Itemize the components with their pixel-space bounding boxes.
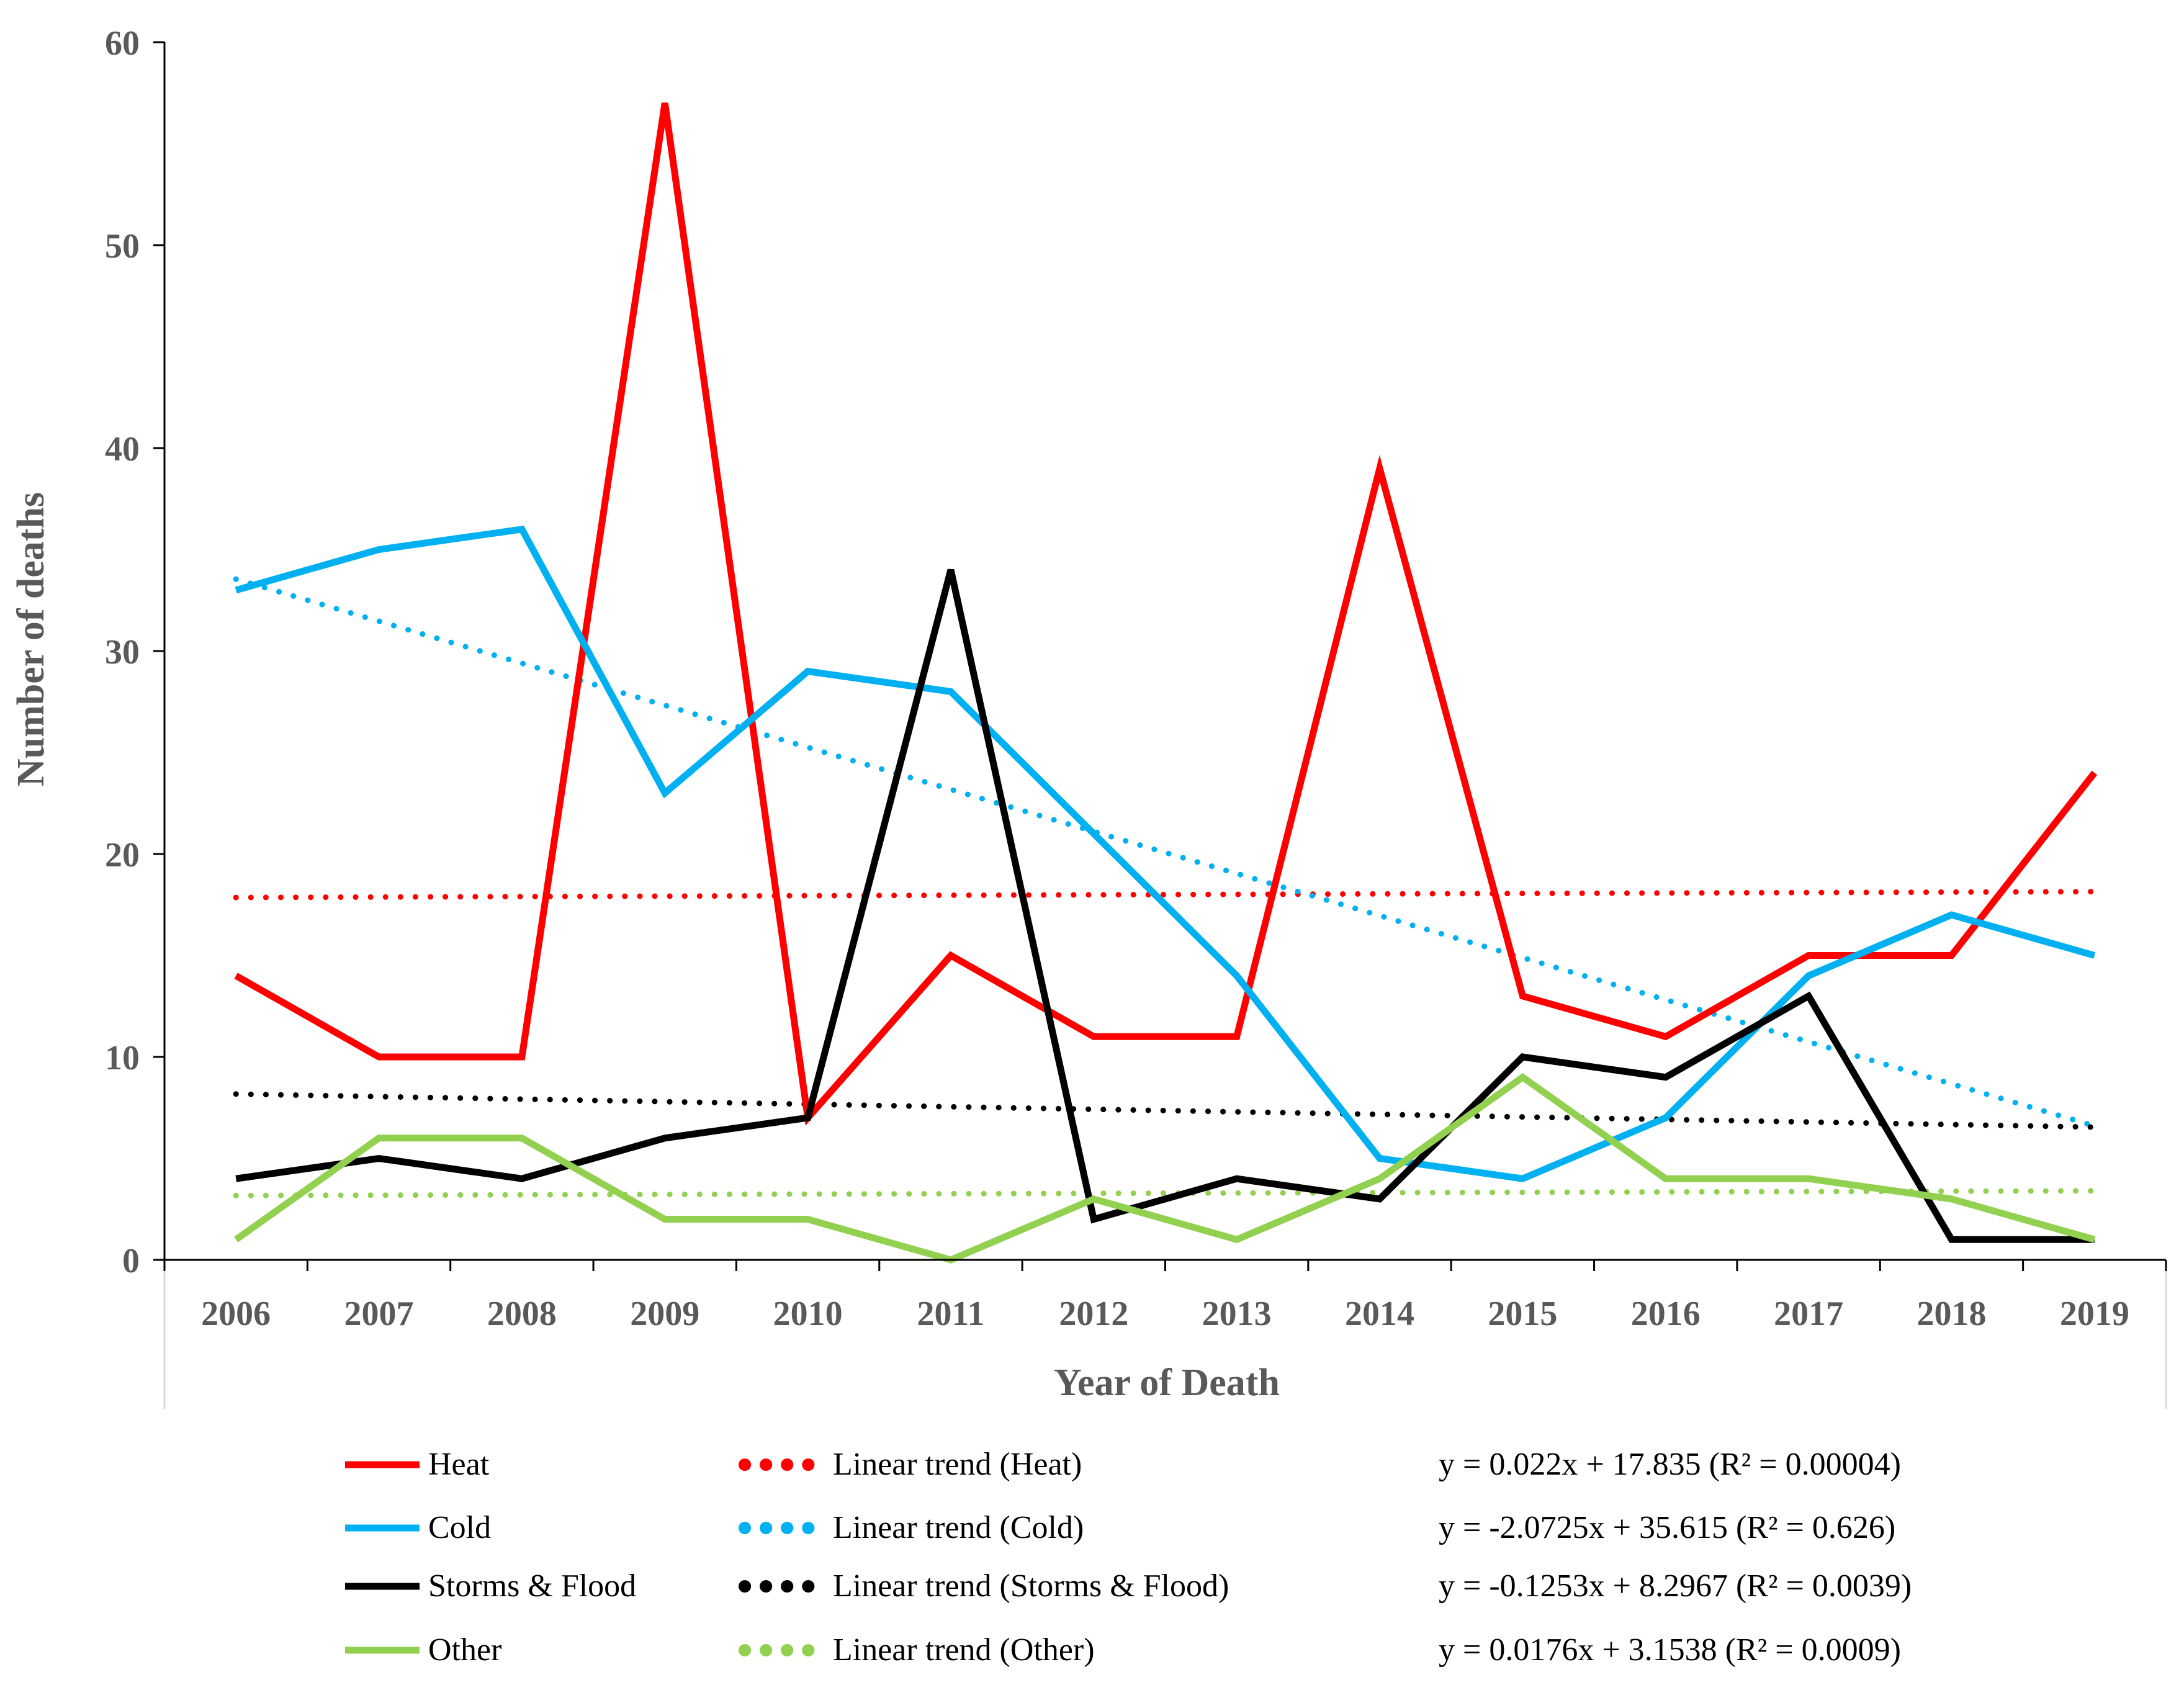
y-tick-label: 40 xyxy=(105,430,140,469)
y-tick-label: 0 xyxy=(122,1242,140,1280)
x-tick-label: 2009 xyxy=(630,1295,699,1333)
series-lines xyxy=(234,102,2098,1264)
y-tick-label: 20 xyxy=(105,836,140,874)
legend-label-linear-trend-cold: Linear trend (Cold) xyxy=(833,1510,1084,1545)
trend-equation-cold: y = -2.0725x + 35.615 (R² = 0.626) xyxy=(1439,1510,1895,1545)
x-tick-label: 2013 xyxy=(1202,1295,1272,1333)
trendlines xyxy=(233,576,2098,1198)
x-tick-label: 2010 xyxy=(773,1295,843,1333)
x-tick-label: 2012 xyxy=(1059,1295,1128,1333)
y-axis-title: Number of deaths xyxy=(10,492,52,786)
trend-equation-storms-and-flood: y = -0.1253x + 8.2967 (R² = 0.0039) xyxy=(1439,1568,1912,1604)
legend-label-heat: Heat xyxy=(428,1447,490,1482)
x-tick-label: 2017 xyxy=(1774,1295,1843,1333)
legend-label-other: Other xyxy=(428,1632,501,1668)
x-tick-label: 2016 xyxy=(1631,1295,1701,1333)
trendline-linear-trend-heat xyxy=(233,889,2098,901)
series-line-storms-and-flood xyxy=(235,568,2095,1243)
legend-label-linear-trend-heat: Linear trend (Heat) xyxy=(833,1447,1082,1482)
x-tick-label: 2011 xyxy=(917,1295,985,1333)
legend-label-linear-trend-other: Linear trend (Other) xyxy=(833,1632,1095,1668)
x-tick-label: 2015 xyxy=(1488,1295,1557,1333)
x-tick-label: 2018 xyxy=(1917,1295,1986,1333)
trendline-linear-trend-other xyxy=(233,1188,2098,1198)
x-tick-label: 2007 xyxy=(344,1295,414,1333)
series-line-heat xyxy=(234,102,2098,1126)
legend-label-storms-and-flood: Storms & Flood xyxy=(428,1568,636,1604)
legend-label-cold: Cold xyxy=(428,1510,491,1545)
trendline-linear-trend-storms-and-flood xyxy=(233,1091,2098,1130)
legend-label-linear-trend-storms-and-flood: Linear trend (Storms & Flood) xyxy=(833,1568,1229,1604)
y-tick-label: 10 xyxy=(105,1039,140,1077)
y-tick-label: 60 xyxy=(105,24,140,63)
series-line-other xyxy=(234,1072,2096,1264)
y-tick-labels: 0 10 20 30 40 50 60 xyxy=(105,24,140,1280)
x-axis-title: Year of Death xyxy=(1054,1362,1280,1404)
x-tick-label: 2014 xyxy=(1345,1295,1414,1333)
trend-equation-heat: y = 0.022x + 17.835 (R² = 0.00004) xyxy=(1439,1447,1901,1482)
x-tick-label: 2019 xyxy=(2060,1295,2129,1333)
chart-frame xyxy=(163,1260,2167,1409)
trendline-linear-trend-cold xyxy=(233,576,2098,1129)
legend: Heat Linear trend (Heat) y = 0.022x + 17.8… xyxy=(345,1447,1912,1668)
x-tick-labels: 2006 2007 2008 2009 2010 2011 2012 2013 2014 2015… xyxy=(201,1295,2129,1333)
series-line-cold xyxy=(235,525,2096,1182)
x-tick-label: 2008 xyxy=(487,1295,557,1333)
y-tick-label: 50 xyxy=(105,227,140,266)
y-tick-label: 30 xyxy=(105,633,140,672)
axes xyxy=(153,41,2167,1271)
x-tick-label: 2006 xyxy=(201,1295,271,1333)
trend-equation-other: y = 0.0176x + 3.1538 (R² = 0.0009) xyxy=(1439,1632,1901,1668)
